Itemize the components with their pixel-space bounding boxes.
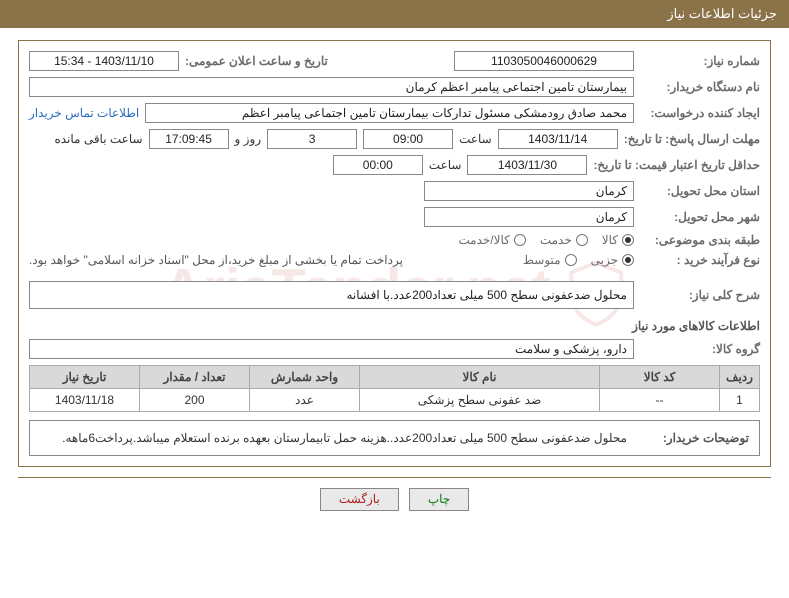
goods-group-field: دارو، پزشکی و سلامت — [29, 339, 634, 359]
back-button[interactable]: بازگشت — [320, 488, 399, 511]
announce-field: 1403/11/10 - 15:34 — [29, 51, 179, 71]
validity-time-field: 00:00 — [333, 155, 423, 175]
th-row: ردیف — [720, 366, 760, 389]
td-qty: 200 — [140, 389, 250, 412]
city-label: شهر محل تحویل: — [640, 210, 760, 224]
th-date: تاریخ نیاز — [30, 366, 140, 389]
need-no-field: 1103050046000629 — [454, 51, 634, 71]
buyer-note-text: محلول ضدعفونی سطح 500 میلی تعداد200عدد..… — [40, 431, 627, 445]
summary-label: شرح کلی نیاز: — [640, 288, 760, 302]
panel-header: جزئیات اطلاعات نیاز — [0, 0, 789, 28]
radio-icon — [576, 234, 588, 246]
buyer-contact-link[interactable]: اطلاعات تماس خریدار — [29, 106, 139, 120]
table-header-row: ردیف کد کالا نام کالا واحد شمارش تعداد /… — [30, 366, 760, 389]
class-label: طبقه بندی موضوعی: — [640, 233, 760, 247]
table-row: 1 -- ضد عفونی سطح پزشکی عدد 200 1403/11/… — [30, 389, 760, 412]
th-unit: واحد شمارش — [250, 366, 360, 389]
footer-divider — [18, 477, 771, 478]
footer-buttons: چاپ بازگشت — [0, 488, 789, 511]
goods-info-title: اطلاعات کالاهای مورد نیاز — [29, 319, 760, 333]
radio-icon — [565, 254, 577, 266]
radio-icon — [514, 234, 526, 246]
remaining-label: ساعت باقی مانده — [54, 132, 142, 146]
class-radio-group: کالا خدمت کالا/خدمت — [458, 233, 634, 247]
province-label: استان محل تحویل: — [640, 184, 760, 198]
process-radio-group: جزیی متوسط — [523, 253, 634, 267]
class-service-radio[interactable]: خدمت — [540, 233, 588, 247]
validity-date-field: 1403/11/30 — [467, 155, 587, 175]
details-panel: شماره نیاز: 1103050046000629 تاریخ و ساع… — [18, 40, 771, 467]
deadline-time-field: 09:00 — [363, 129, 453, 149]
city-field: کرمان — [424, 207, 634, 227]
remaining-time-field: 17:09:45 — [149, 129, 229, 149]
buyer-note-box: توضیحات خریدار: محلول ضدعفونی سطح 500 می… — [29, 420, 760, 456]
panel-title: جزئیات اطلاعات نیاز — [667, 6, 777, 21]
th-name: نام کالا — [360, 366, 600, 389]
goods-group-label: گروه کالا: — [640, 342, 760, 356]
time-word-1: ساعت — [459, 132, 492, 146]
days-field: 3 — [267, 129, 357, 149]
class-goods-radio[interactable]: کالا — [602, 233, 634, 247]
proc-medium-radio[interactable]: متوسط — [523, 253, 577, 267]
th-qty: تعداد / مقدار — [140, 366, 250, 389]
validity-label: حداقل تاریخ اعتبار قیمت: تا تاریخ: — [593, 158, 760, 172]
requester-label: ایجاد کننده درخواست: — [640, 106, 760, 120]
requester-field: محمد صادق رودمشکی مسئول تدارکات بیمارستا… — [145, 103, 634, 123]
need-no-label: شماره نیاز: — [640, 54, 760, 68]
td-date: 1403/11/18 — [30, 389, 140, 412]
print-button[interactable]: چاپ — [409, 488, 469, 511]
td-name: ضد عفونی سطح پزشکی — [360, 389, 600, 412]
payment-note: پرداخت تمام یا بخشی از مبلغ خرید،از محل … — [29, 253, 403, 267]
deadline-date-field: 1403/11/14 — [498, 129, 618, 149]
time-word-2: ساعت — [429, 158, 462, 172]
province-field: کرمان — [424, 181, 634, 201]
class-both-radio[interactable]: کالا/خدمت — [458, 233, 525, 247]
days-and: روز و — [235, 132, 262, 146]
td-code: -- — [600, 389, 720, 412]
process-label: نوع فرآیند خرید : — [640, 253, 760, 267]
summary-field: محلول ضدعفونی سطح 500 میلی تعداد200عدد.ب… — [29, 281, 634, 309]
radio-icon — [622, 234, 634, 246]
buyer-org-label: نام دستگاه خریدار: — [640, 80, 760, 94]
announce-label: تاریخ و ساعت اعلان عمومی: — [185, 54, 328, 68]
buyer-note-label: توضیحات خریدار: — [639, 431, 749, 445]
items-table: ردیف کد کالا نام کالا واحد شمارش تعداد /… — [29, 365, 760, 412]
td-row: 1 — [720, 389, 760, 412]
buyer-org-field: بیمارستان تامین اجتماعی پیامبر اعظم کرما… — [29, 77, 634, 97]
deadline-label: مهلت ارسال پاسخ: تا تاریخ: — [624, 132, 760, 146]
td-unit: عدد — [250, 389, 360, 412]
proc-partial-radio[interactable]: جزیی — [591, 253, 634, 267]
radio-icon — [622, 254, 634, 266]
th-code: کد کالا — [600, 366, 720, 389]
